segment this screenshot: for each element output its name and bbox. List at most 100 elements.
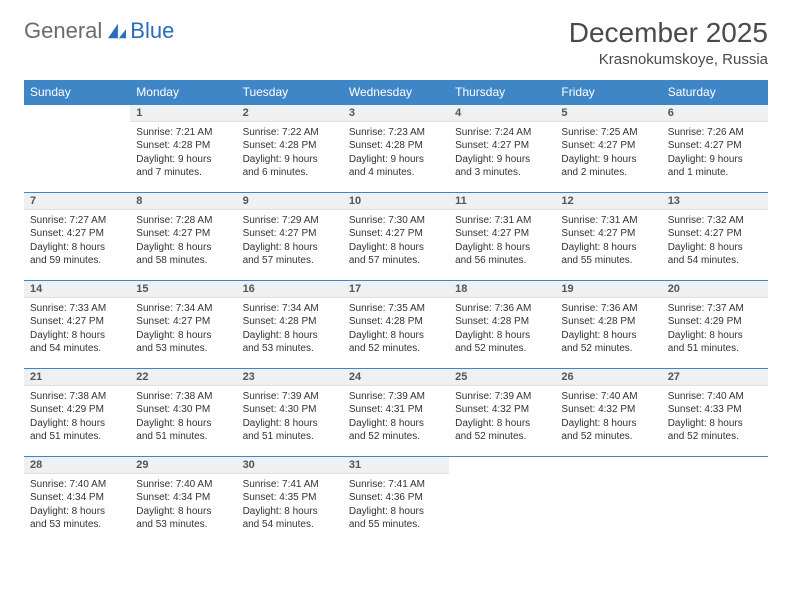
daylight-line: Daylight: 8 hours and 53 minutes. — [136, 329, 230, 356]
daylight-line: Daylight: 8 hours and 55 minutes. — [561, 241, 655, 268]
sunset-line: Sunset: 4:36 PM — [349, 491, 443, 505]
sunrise-line: Sunrise: 7:36 AM — [561, 302, 655, 316]
calendar-day-cell: 24Sunrise: 7:39 AMSunset: 4:31 PMDayligh… — [343, 368, 449, 456]
sunrise-line: Sunrise: 7:38 AM — [136, 390, 230, 404]
day-number: 14 — [24, 281, 130, 298]
day-number: 26 — [555, 369, 661, 386]
weekday-header: Wednesday — [343, 80, 449, 105]
daylight-line: Daylight: 8 hours and 59 minutes. — [30, 241, 124, 268]
day-details: Sunrise: 7:30 AMSunset: 4:27 PMDaylight:… — [343, 210, 449, 272]
daylight-line: Daylight: 8 hours and 51 minutes. — [136, 417, 230, 444]
sunrise-line: Sunrise: 7:30 AM — [349, 214, 443, 228]
day-details: Sunrise: 7:36 AMSunset: 4:28 PMDaylight:… — [449, 298, 555, 360]
sunrise-line: Sunrise: 7:21 AM — [136, 126, 230, 140]
calendar-day-cell: 15Sunrise: 7:34 AMSunset: 4:27 PMDayligh… — [130, 280, 236, 368]
sunrise-line: Sunrise: 7:34 AM — [243, 302, 337, 316]
calendar-day-cell: 11Sunrise: 7:31 AMSunset: 4:27 PMDayligh… — [449, 192, 555, 280]
sunset-line: Sunset: 4:27 PM — [668, 139, 762, 153]
sunrise-line: Sunrise: 7:32 AM — [668, 214, 762, 228]
sunset-line: Sunset: 4:27 PM — [136, 227, 230, 241]
sunset-line: Sunset: 4:28 PM — [455, 315, 549, 329]
day-number: 11 — [449, 193, 555, 210]
sunrise-line: Sunrise: 7:33 AM — [30, 302, 124, 316]
calendar-day-cell: 26Sunrise: 7:40 AMSunset: 4:32 PMDayligh… — [555, 368, 661, 456]
sunset-line: Sunset: 4:29 PM — [30, 403, 124, 417]
day-number: 25 — [449, 369, 555, 386]
sunrise-line: Sunrise: 7:24 AM — [455, 126, 549, 140]
weekday-header: Thursday — [449, 80, 555, 105]
day-details: Sunrise: 7:25 AMSunset: 4:27 PMDaylight:… — [555, 122, 661, 184]
day-number: 13 — [662, 193, 768, 210]
calendar-day-cell — [24, 104, 130, 192]
sunrise-line: Sunrise: 7:41 AM — [349, 478, 443, 492]
sunrise-line: Sunrise: 7:31 AM — [561, 214, 655, 228]
sunset-line: Sunset: 4:30 PM — [243, 403, 337, 417]
daylight-line: Daylight: 8 hours and 51 minutes. — [668, 329, 762, 356]
calendar-day-cell: 23Sunrise: 7:39 AMSunset: 4:30 PMDayligh… — [237, 368, 343, 456]
sunrise-line: Sunrise: 7:26 AM — [668, 126, 762, 140]
sunrise-line: Sunrise: 7:41 AM — [243, 478, 337, 492]
day-details: Sunrise: 7:39 AMSunset: 4:32 PMDaylight:… — [449, 386, 555, 448]
day-details: Sunrise: 7:24 AMSunset: 4:27 PMDaylight:… — [449, 122, 555, 184]
daylight-line: Daylight: 8 hours and 51 minutes. — [243, 417, 337, 444]
day-details: Sunrise: 7:41 AMSunset: 4:35 PMDaylight:… — [237, 474, 343, 536]
calendar-day-cell: 18Sunrise: 7:36 AMSunset: 4:28 PMDayligh… — [449, 280, 555, 368]
sunrise-line: Sunrise: 7:40 AM — [30, 478, 124, 492]
sunrise-line: Sunrise: 7:39 AM — [349, 390, 443, 404]
calendar-day-cell: 28Sunrise: 7:40 AMSunset: 4:34 PMDayligh… — [24, 456, 130, 544]
calendar-week-row: 14Sunrise: 7:33 AMSunset: 4:27 PMDayligh… — [24, 280, 768, 368]
day-details: Sunrise: 7:32 AMSunset: 4:27 PMDaylight:… — [662, 210, 768, 272]
sunset-line: Sunset: 4:32 PM — [455, 403, 549, 417]
day-details: Sunrise: 7:22 AMSunset: 4:28 PMDaylight:… — [237, 122, 343, 184]
sunrise-line: Sunrise: 7:31 AM — [455, 214, 549, 228]
sunset-line: Sunset: 4:27 PM — [30, 227, 124, 241]
calendar-day-cell: 12Sunrise: 7:31 AMSunset: 4:27 PMDayligh… — [555, 192, 661, 280]
sunrise-line: Sunrise: 7:38 AM — [30, 390, 124, 404]
daylight-line: Daylight: 8 hours and 53 minutes. — [136, 505, 230, 532]
daylight-line: Daylight: 8 hours and 53 minutes. — [30, 505, 124, 532]
daylight-line: Daylight: 8 hours and 53 minutes. — [243, 329, 337, 356]
day-number: 6 — [662, 105, 768, 122]
day-details: Sunrise: 7:27 AMSunset: 4:27 PMDaylight:… — [24, 210, 130, 272]
sunset-line: Sunset: 4:28 PM — [136, 139, 230, 153]
calendar-table: Sunday Monday Tuesday Wednesday Thursday… — [24, 80, 768, 545]
day-details: Sunrise: 7:29 AMSunset: 4:27 PMDaylight:… — [237, 210, 343, 272]
calendar-day-cell: 4Sunrise: 7:24 AMSunset: 4:27 PMDaylight… — [449, 104, 555, 192]
title-block: December 2025 Krasnokumskoye, Russia — [569, 18, 768, 68]
day-details: Sunrise: 7:38 AMSunset: 4:29 PMDaylight:… — [24, 386, 130, 448]
sunset-line: Sunset: 4:27 PM — [561, 227, 655, 241]
daylight-line: Daylight: 8 hours and 52 minutes. — [455, 417, 549, 444]
calendar-day-cell: 1Sunrise: 7:21 AMSunset: 4:28 PMDaylight… — [130, 104, 236, 192]
sunset-line: Sunset: 4:35 PM — [243, 491, 337, 505]
sunset-line: Sunset: 4:29 PM — [668, 315, 762, 329]
daylight-line: Daylight: 8 hours and 54 minutes. — [30, 329, 124, 356]
sunset-line: Sunset: 4:34 PM — [136, 491, 230, 505]
day-number: 28 — [24, 457, 130, 474]
page-header: General Blue December 2025 Krasnokumskoy… — [24, 18, 768, 68]
day-details: Sunrise: 7:38 AMSunset: 4:30 PMDaylight:… — [130, 386, 236, 448]
daylight-line: Daylight: 8 hours and 52 minutes. — [561, 329, 655, 356]
calendar-day-cell: 20Sunrise: 7:37 AMSunset: 4:29 PMDayligh… — [662, 280, 768, 368]
day-details: Sunrise: 7:34 AMSunset: 4:28 PMDaylight:… — [237, 298, 343, 360]
day-number: 23 — [237, 369, 343, 386]
sunset-line: Sunset: 4:30 PM — [136, 403, 230, 417]
weekday-header: Tuesday — [237, 80, 343, 105]
day-number: 22 — [130, 369, 236, 386]
daylight-line: Daylight: 9 hours and 6 minutes. — [243, 153, 337, 180]
day-number: 16 — [237, 281, 343, 298]
day-number: 21 — [24, 369, 130, 386]
daylight-line: Daylight: 8 hours and 55 minutes. — [349, 505, 443, 532]
sunrise-line: Sunrise: 7:40 AM — [561, 390, 655, 404]
day-number: 30 — [237, 457, 343, 474]
day-details: Sunrise: 7:40 AMSunset: 4:34 PMDaylight:… — [24, 474, 130, 536]
page-title: December 2025 — [569, 18, 768, 49]
day-number: 8 — [130, 193, 236, 210]
brand-blue: Blue — [130, 18, 174, 44]
sail-icon — [106, 22, 128, 40]
sunset-line: Sunset: 4:28 PM — [349, 139, 443, 153]
location-label: Krasnokumskoye, Russia — [569, 51, 768, 68]
calendar-day-cell: 8Sunrise: 7:28 AMSunset: 4:27 PMDaylight… — [130, 192, 236, 280]
daylight-line: Daylight: 8 hours and 52 minutes. — [561, 417, 655, 444]
day-details: Sunrise: 7:35 AMSunset: 4:28 PMDaylight:… — [343, 298, 449, 360]
daylight-line: Daylight: 9 hours and 2 minutes. — [561, 153, 655, 180]
